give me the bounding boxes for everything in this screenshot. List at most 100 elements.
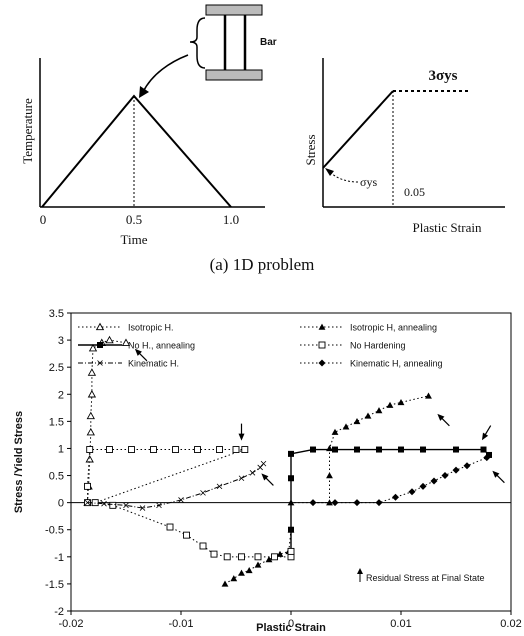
cross-stroke (97, 360, 103, 366)
y-tick-label: 1 (58, 443, 64, 455)
legend-entry: Kinematic H. (78, 359, 179, 369)
data-point-filled-triangle (331, 428, 339, 435)
data-point-filled-diamond (483, 454, 491, 462)
legend-entry: No H., annealing (78, 341, 195, 351)
cross-stroke (123, 502, 129, 509)
data-point-filled-diamond (419, 482, 427, 490)
data-point-cross (101, 500, 107, 507)
data-point-filled-triangle (265, 556, 273, 563)
data-point-filled-diamond (452, 466, 460, 474)
legend-label: No H., annealing (128, 341, 195, 351)
data-point-open-square (210, 550, 218, 558)
legend-entry: No Hardening (300, 341, 406, 351)
data-point-cross (249, 470, 256, 476)
stress-plateau-label: 3σys (429, 68, 458, 84)
series-line (87, 449, 292, 558)
series-line (290, 448, 490, 552)
data-point-filled-triangle (318, 323, 326, 330)
data-point-filled-square (288, 526, 294, 533)
legend: Isotropic H. No H., annealing Kinematic H.… (78, 323, 443, 369)
data-point-open-triangle (95, 322, 105, 331)
data-point-filled-triangle (397, 399, 405, 406)
data-point-open-square (318, 341, 326, 349)
data-point-cross (178, 497, 184, 503)
data-point-open-square (106, 446, 113, 453)
data-point-cross (84, 499, 91, 506)
series-line (87, 463, 264, 509)
data-point-filled-triangle (221, 580, 229, 587)
data-point-open-square (166, 523, 174, 531)
x-tick-label: -0.02 (58, 618, 83, 630)
data-point-cross (200, 490, 206, 496)
y-tick-label: -1.5 (45, 579, 64, 591)
data-point-open-square (194, 446, 201, 453)
residual-stress-arrow (238, 423, 245, 441)
data-point-open-triangle (85, 454, 94, 463)
cross-stroke (101, 500, 107, 507)
data-point-filled-triangle (254, 561, 262, 568)
data-point-filled-diamond (318, 359, 326, 367)
y-tick-label: 2.5 (49, 362, 64, 374)
data-point-open-triangle (121, 338, 131, 346)
legend-entry: Kinematic H, annealing (300, 359, 443, 369)
cross-stroke (156, 502, 162, 509)
data-point-filled-square (480, 446, 487, 453)
stress-plot: Stress 3σys σys 0.05 Plastic Strain (303, 58, 505, 235)
x-tick-label: 0.02 (500, 618, 521, 630)
data-point-filled-diamond (375, 499, 383, 507)
residual-arrowhead (261, 473, 269, 481)
data-point-filled-triangle (245, 566, 253, 574)
data-point-filled-square (486, 451, 492, 458)
data-point-filled-triangle (276, 550, 284, 557)
series-4 (84, 460, 267, 511)
data-point-open-square (241, 446, 249, 453)
data-point-filled-diamond (408, 488, 416, 496)
data-point-filled-square (310, 446, 316, 453)
residual-arrowhead (481, 432, 489, 441)
data-point-open-triangle (86, 427, 95, 436)
data-point-filled-triangle (425, 392, 432, 399)
yield-stress-label: σys (360, 175, 377, 189)
legend-label: Kinematic H. (128, 359, 179, 369)
temperature-profile-line (41, 94, 232, 208)
data-point-open-square (232, 446, 240, 453)
data-point-filled-diamond (392, 493, 399, 501)
data-point-open-triangle (88, 343, 98, 352)
series-layer (83, 335, 492, 587)
data-point-open-triangle (87, 368, 97, 376)
y-tick-label: 0 (58, 498, 64, 510)
residual-stress-arrow (437, 413, 450, 427)
axis-ticks: -2 -1.5 -1 -0.5 0 0.5 1 1.5 2 2.5 3 3.5 -0.02 -0.01 0 0… (45, 308, 522, 630)
bar-pointer-arrow (142, 54, 189, 93)
cross-stroke (249, 470, 256, 476)
data-point-open-triangle (86, 411, 95, 420)
data-point-open-square (223, 553, 231, 561)
data-point-open-square (271, 553, 278, 561)
series-3 (84, 446, 295, 561)
series-1 (221, 392, 432, 587)
residual-stress-arrow (481, 425, 492, 441)
cross-stroke (139, 505, 146, 511)
data-point-filled-diamond (463, 462, 471, 470)
temperature-plot-xtick: 0.5 (126, 212, 142, 227)
data-point-filled-diamond (353, 499, 361, 507)
figure-caption: (a) 1D problem (210, 255, 315, 274)
data-point-cross (238, 475, 245, 482)
temperature-plot-ylabel: Temperature (20, 98, 35, 164)
data-point-cross (97, 360, 103, 366)
y-tick-label: 1.5 (49, 416, 64, 428)
data-point-filled-diamond (331, 499, 339, 507)
residual-arrowhead (134, 348, 142, 356)
main-chart-ylabel: Stress /Yield Stress (13, 411, 25, 513)
temperature-plot-xtick: 0 (40, 212, 47, 227)
stress-elastic-line (322, 90, 394, 169)
legend-label: Isotropic H. (128, 323, 174, 333)
data-point-filled-square (332, 446, 338, 453)
data-point-open-square (183, 531, 190, 539)
y-tick-label: 2 (58, 389, 64, 401)
series-5 (309, 454, 491, 507)
legend-label: Isotropic H, annealing (350, 323, 437, 333)
data-point-open-square (84, 482, 91, 490)
data-point-filled-square (376, 446, 382, 453)
yield-pointer-arrow (329, 171, 359, 183)
